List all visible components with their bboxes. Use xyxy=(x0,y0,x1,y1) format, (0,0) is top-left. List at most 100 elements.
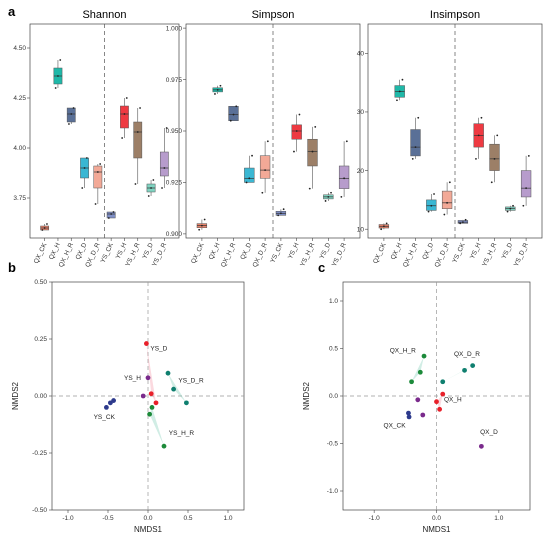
data-point xyxy=(81,187,84,189)
y-tick-label: 0.925 xyxy=(166,180,183,187)
x-tick-label: QX_H_R xyxy=(220,242,237,269)
data-point xyxy=(443,213,446,216)
y-tick-label: 0.25 xyxy=(34,336,47,343)
nmds-point xyxy=(111,398,116,403)
x-tick-label: QX_H xyxy=(48,242,62,261)
y-tick-label: 0.5 xyxy=(329,346,338,353)
data-point xyxy=(251,154,253,157)
data-point xyxy=(165,127,168,129)
nmds-point xyxy=(409,379,414,385)
data-point xyxy=(43,227,46,229)
nmds-point xyxy=(415,397,421,403)
data-point xyxy=(110,213,113,215)
data-point xyxy=(464,218,467,221)
chart-title: Simpson xyxy=(252,9,295,21)
data-point xyxy=(475,157,477,160)
x-tick-label: QX_H_R xyxy=(402,242,419,269)
box xyxy=(307,138,318,167)
data-point xyxy=(54,87,57,89)
data-point xyxy=(248,177,251,180)
box xyxy=(66,107,76,123)
data-point xyxy=(417,116,420,119)
panel-letter-b: b xyxy=(8,260,16,275)
data-point xyxy=(139,107,141,109)
x-tick-label: YS_H_R xyxy=(481,242,498,268)
data-point xyxy=(448,181,451,184)
data-point xyxy=(522,204,525,207)
box xyxy=(259,155,271,179)
data-point xyxy=(490,181,493,184)
data-point xyxy=(446,201,448,204)
data-point xyxy=(330,191,332,194)
data-point xyxy=(496,134,499,137)
x-tick-label: YS_H xyxy=(469,242,483,261)
data-point xyxy=(96,171,99,173)
group-ellipse xyxy=(146,343,156,403)
data-point xyxy=(112,211,115,213)
data-point xyxy=(430,204,433,207)
y-tick-label: 4.25 xyxy=(13,95,26,102)
nmds-point xyxy=(149,405,155,410)
group-label: QX_H_R xyxy=(390,347,416,354)
x-tick-label: 0.0 xyxy=(143,515,152,522)
data-point xyxy=(121,137,124,139)
data-point xyxy=(72,107,75,109)
x-tick-label: QX_D xyxy=(421,242,435,261)
nmds-point xyxy=(417,369,423,375)
x-tick-label: YS_D xyxy=(141,242,155,261)
data-point xyxy=(506,210,509,213)
data-point xyxy=(477,134,480,137)
group-label: QX_D_R xyxy=(454,351,480,358)
y-tick-label: 0.00 xyxy=(34,393,47,400)
x-tick-label: YS_H_R xyxy=(299,242,316,268)
x-tick-label: 1.0 xyxy=(494,515,503,522)
x-tick-label: -1.0 xyxy=(62,515,74,522)
x-tick-label: QX_CK xyxy=(372,241,388,265)
box xyxy=(133,121,143,159)
y-tick-label: 0.950 xyxy=(166,128,183,135)
data-point xyxy=(134,183,137,185)
box xyxy=(244,167,255,183)
group-ellipse xyxy=(436,394,443,410)
x-tick-label: QX_H xyxy=(208,242,222,261)
y-tick-label: 0.50 xyxy=(34,279,47,286)
data-point xyxy=(214,93,216,95)
y-tick-label: 0.900 xyxy=(166,231,183,238)
y-tick-label: -0.5 xyxy=(327,441,339,448)
data-point xyxy=(414,146,417,149)
group-label: YS_H xyxy=(124,375,141,382)
box xyxy=(106,211,116,219)
y-tick-label: 1.0 xyxy=(329,298,338,305)
data-point xyxy=(235,105,238,108)
data-point xyxy=(282,208,285,211)
y-axis-label: NMDS2 xyxy=(11,381,20,410)
group-label: QX_CK xyxy=(384,422,407,429)
nmds-point xyxy=(437,406,443,412)
nmds-point xyxy=(148,391,154,397)
x-tick-label: YS_D_R xyxy=(513,242,530,268)
group-label: YS_D_R xyxy=(178,377,204,384)
data-point xyxy=(161,187,163,189)
x-tick-label: YS_D xyxy=(319,242,333,261)
data-point xyxy=(266,140,269,143)
data-point xyxy=(401,78,404,81)
data-point xyxy=(380,228,383,231)
data-point xyxy=(480,116,483,119)
data-point xyxy=(264,169,266,171)
y-tick-label: 4.50 xyxy=(13,45,26,52)
data-point xyxy=(280,212,282,215)
x-tick-label: 0.0 xyxy=(432,515,441,522)
data-point xyxy=(308,187,311,190)
data-point xyxy=(385,222,388,225)
data-point xyxy=(525,187,527,190)
x-tick-label: YS_H xyxy=(115,242,129,261)
nmds-point xyxy=(153,400,159,406)
group-label: YS_CK xyxy=(94,414,116,421)
data-point xyxy=(459,222,462,225)
data-point xyxy=(340,195,343,198)
data-point xyxy=(427,210,430,213)
data-point xyxy=(150,187,152,189)
x-axis-label: NMDS1 xyxy=(134,525,163,534)
